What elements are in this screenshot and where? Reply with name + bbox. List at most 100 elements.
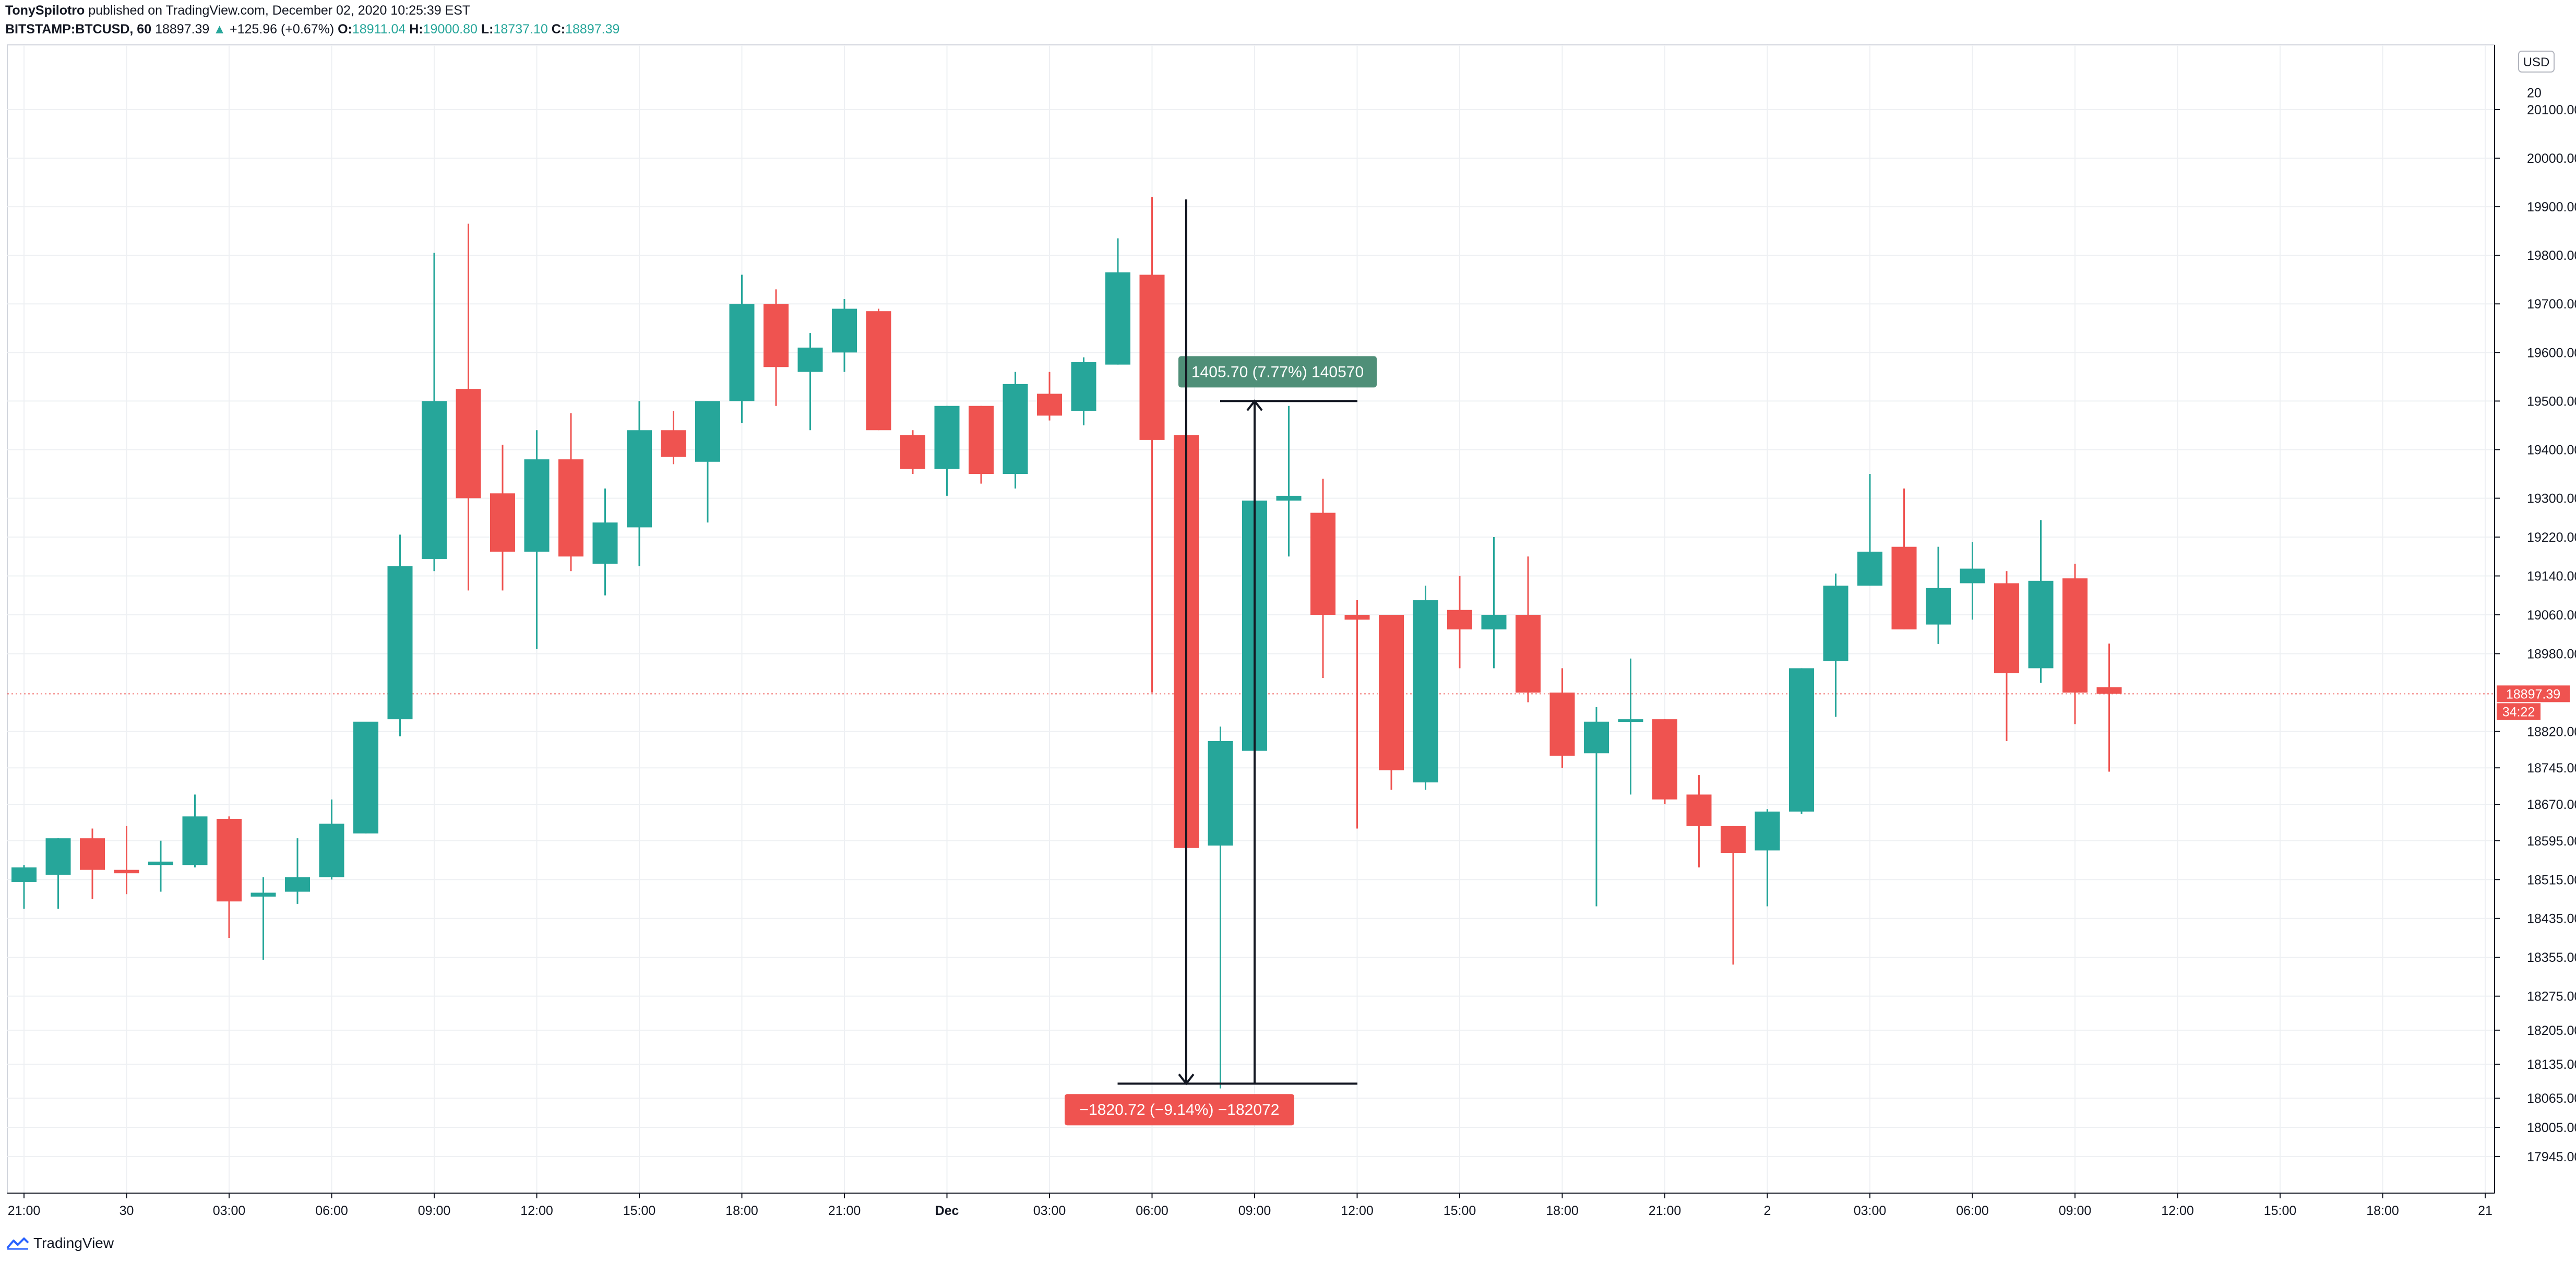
price-tick-label: 18005.00 bbox=[2527, 1121, 2576, 1135]
price-tick-label: 18355.00 bbox=[2527, 950, 2576, 965]
price-tick-label: 19400.00 bbox=[2527, 443, 2576, 457]
candle-body bbox=[1857, 551, 1882, 586]
time-tick-label: 06:00 bbox=[315, 1204, 348, 1218]
price-tick-label: 19300.00 bbox=[2527, 492, 2576, 506]
candle-body bbox=[285, 877, 310, 892]
candle-body bbox=[1139, 275, 1165, 440]
time-tick-label: 09:00 bbox=[2059, 1204, 2092, 1218]
candle-body bbox=[1960, 568, 1985, 584]
candle-body bbox=[797, 348, 823, 372]
symbol-name[interactable]: BITSTAMP:BTCUSD, 60 bbox=[5, 22, 152, 37]
candle-body bbox=[1926, 588, 1951, 625]
candle-body bbox=[729, 304, 755, 401]
time-tick-label: 09:00 bbox=[418, 1204, 451, 1218]
price-tick-label: 17945.00 bbox=[2527, 1150, 2576, 1164]
price-tick-label: 18820.00 bbox=[2527, 724, 2576, 739]
candle-body bbox=[2096, 687, 2122, 694]
time-tick-label: 12:00 bbox=[2161, 1204, 2194, 1218]
candle-body bbox=[319, 824, 344, 877]
price-tick-label: 18135.00 bbox=[2527, 1057, 2576, 1072]
candle-body bbox=[934, 406, 960, 469]
candle-body bbox=[1789, 668, 1814, 812]
candle-body bbox=[558, 459, 583, 557]
price-tick-label: 19700.00 bbox=[2527, 297, 2576, 312]
candle-body bbox=[764, 304, 789, 367]
candle-body bbox=[490, 493, 515, 552]
time-tick-label: 15:00 bbox=[623, 1204, 656, 1218]
close-label: C: bbox=[551, 22, 566, 37]
countdown-badge bbox=[2497, 703, 2541, 720]
price-tick-label: 19600.00 bbox=[2527, 346, 2576, 360]
candle-body bbox=[182, 816, 208, 865]
tradingview-logo-icon bbox=[6, 1237, 29, 1250]
time-tick-label: 15:00 bbox=[1444, 1204, 1476, 1218]
candle-body bbox=[969, 406, 994, 474]
candle-body bbox=[1413, 600, 1438, 783]
time-tick-label: 03:00 bbox=[213, 1204, 246, 1218]
candle-body bbox=[45, 838, 71, 875]
measure-label: −1820.72 (−9.14%) −182072 bbox=[1080, 1101, 1280, 1118]
candle-body bbox=[1549, 692, 1575, 756]
candle-body bbox=[524, 459, 550, 552]
candle-body bbox=[1003, 384, 1028, 474]
published-text: published on TradingView.com, December 0… bbox=[88, 3, 471, 18]
candle-body bbox=[1208, 741, 1233, 846]
tradingview-brand: TradingView bbox=[33, 1235, 114, 1251]
candle-body bbox=[1037, 394, 1062, 416]
candle-body bbox=[148, 861, 173, 865]
price-tick-label: 19500.00 bbox=[2527, 394, 2576, 409]
candle-body bbox=[1686, 794, 1712, 826]
candle-body bbox=[2062, 578, 2088, 693]
candle-body bbox=[1755, 811, 1780, 851]
time-tick-label: 21 bbox=[2478, 1204, 2492, 1218]
price-tick-label: 19060.00 bbox=[2527, 608, 2576, 623]
candle-body bbox=[114, 870, 139, 874]
price-tick-label: 20000.00 bbox=[2527, 151, 2576, 166]
candle-body bbox=[1584, 721, 1609, 754]
price-tick-label: 19900.00 bbox=[2527, 200, 2576, 215]
candle-body bbox=[1344, 614, 1370, 620]
candle-body bbox=[456, 389, 481, 498]
price-axis[interactable]: 17945.00 18005.00 18065.00 18135.00 18205.00… bbox=[2494, 45, 2576, 1193]
candle-body bbox=[1721, 826, 1746, 853]
candle-body bbox=[387, 566, 413, 720]
open-value: 18911.04 bbox=[352, 22, 406, 37]
price-tick-label: 19140.00 bbox=[2527, 569, 2576, 584]
candle-body bbox=[661, 430, 686, 457]
currency-badge-label: USD bbox=[2523, 55, 2550, 69]
candle-body bbox=[1516, 614, 1541, 693]
time-tick-label: 18:00 bbox=[1546, 1204, 1579, 1218]
low-value: 18737.10 bbox=[493, 22, 548, 37]
price-change: +125.96 (+0.67%) bbox=[230, 22, 335, 37]
candle-body bbox=[11, 867, 37, 882]
time-tick-label: 18:00 bbox=[2366, 1204, 2399, 1218]
price-tick-label: 18435.00 bbox=[2527, 912, 2576, 926]
candle-body bbox=[1310, 513, 1335, 615]
measure-label-box bbox=[1065, 1094, 1294, 1126]
time-tick-label: 09:00 bbox=[1238, 1204, 1271, 1218]
price-tick-label: 18515.00 bbox=[2527, 873, 2576, 887]
open-label: O: bbox=[338, 22, 352, 37]
time-tick-label: 2 bbox=[1764, 1204, 1771, 1218]
time-tick-label: 06:00 bbox=[1956, 1204, 1989, 1218]
candle-body bbox=[1105, 272, 1130, 365]
price-tick-label: 20 bbox=[2527, 86, 2542, 100]
price-tick-label: 18670.00 bbox=[2527, 797, 2576, 812]
time-tick-label: 21:00 bbox=[1649, 1204, 1681, 1218]
price-tick-label: 18745.00 bbox=[2527, 761, 2576, 776]
measure-label: 1405.70 (7.77%) 140570 bbox=[1191, 363, 1364, 380]
candle-body bbox=[1652, 719, 1677, 800]
candle-body bbox=[1618, 719, 1643, 722]
candle-body bbox=[1481, 614, 1507, 629]
candle-body bbox=[1891, 546, 1917, 629]
time-axis[interactable]: 21:00 30 03:00 06:00 09:00 12:00 15:00 18:00 21:… bbox=[7, 1193, 2495, 1218]
time-tick-label: 03:00 bbox=[1854, 1204, 1887, 1218]
change-arrow-icon: ▲ bbox=[213, 22, 226, 37]
price-tick-label: 19800.00 bbox=[2527, 248, 2576, 263]
author-name[interactable]: TonySpilotro bbox=[5, 3, 85, 18]
symbol-info: BITSTAMP:BTCUSD, 60 18897.39 ▲ +125.96 (… bbox=[5, 22, 619, 37]
candle-body bbox=[422, 401, 447, 559]
footer-brand[interactable]: TradingView bbox=[6, 1235, 114, 1252]
measurement-tools[interactable]: 1405.70 (7.77%) 140570 −1820.72 (−9.14%) … bbox=[1065, 199, 1377, 1126]
